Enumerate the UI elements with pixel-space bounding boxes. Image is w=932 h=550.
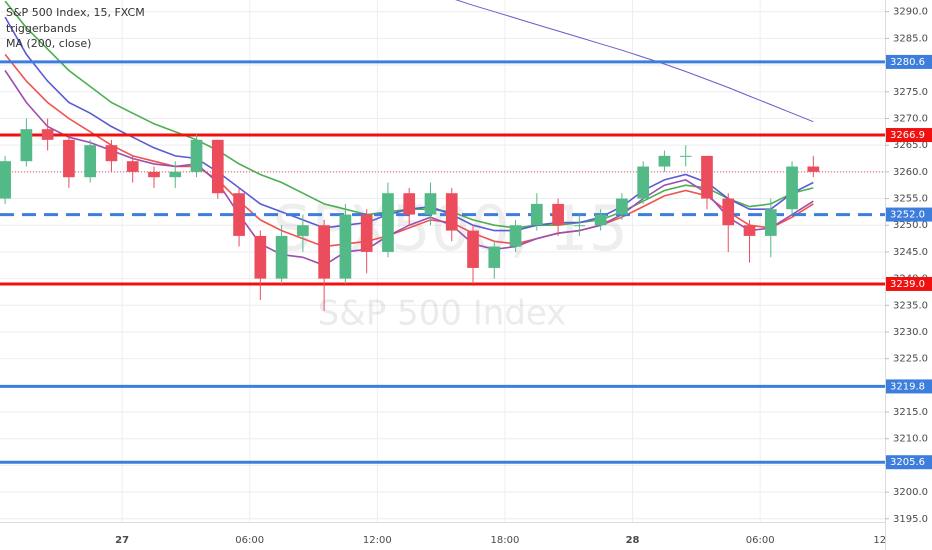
candle-body [20, 129, 33, 162]
chart-title[interactable]: S&P 500 Index, 15, FXCM [6, 6, 145, 19]
price-level-label: 3280.6 [890, 57, 925, 68]
candle-body [573, 225, 586, 227]
y-tick-label: 3230.0 [893, 327, 928, 338]
indicator-line [4, 53, 814, 248]
x-tick-label: 06:00 [746, 535, 775, 546]
legend-entry[interactable]: triggerbands [6, 22, 77, 35]
y-tick-label: 3275.0 [893, 87, 928, 98]
y-tick-label: 3255.0 [893, 194, 928, 205]
y-tick-label: 3290.0 [893, 7, 928, 18]
candle-body [63, 139, 75, 178]
candle-body [403, 193, 416, 215]
y-tick-label: 3210.0 [893, 434, 928, 445]
candle-body [382, 193, 394, 252]
candle-body [616, 198, 628, 215]
candle-body [807, 166, 820, 172]
candle-body [594, 214, 607, 226]
price-level-tag [886, 379, 932, 394]
price-level-label: 3266.9 [890, 130, 925, 141]
y-tick-label: 3200.0 [893, 487, 928, 498]
candle-body [297, 225, 309, 236]
candle-body [509, 225, 522, 247]
candle-body [0, 161, 11, 199]
price-level-label: 3252.0 [890, 210, 925, 221]
price-level-tag [886, 128, 932, 143]
candle-body [743, 225, 756, 236]
price-level-label: 3219.8 [890, 381, 925, 392]
candle-body [786, 166, 798, 210]
candle-body [552, 203, 564, 226]
candle-body [701, 155, 713, 199]
candle-body [254, 235, 267, 279]
candle-body [126, 161, 139, 172]
candle-body [84, 145, 97, 178]
x-tick-label: 18:00 [491, 535, 520, 546]
y-tick-label: 3260.0 [893, 167, 928, 178]
x-tick-label: 28 [626, 535, 640, 546]
axes: 3195.03200.03205.03210.03215.03220.03225… [115, 7, 932, 546]
x-tick-label: 12:00 [363, 535, 392, 546]
y-tick-label: 3225.0 [893, 354, 928, 365]
price-level-tag [886, 207, 932, 222]
candle-body [445, 193, 458, 231]
candle-body [764, 209, 777, 236]
x-tick-label: 12 [873, 535, 886, 546]
y-tick-label: 3250.0 [893, 220, 928, 231]
candle-body [637, 166, 650, 199]
candle-body [233, 193, 245, 236]
candle-body [530, 203, 543, 226]
y-tick-label: 3215.0 [893, 407, 928, 418]
y-tick-label: 3285.0 [893, 33, 928, 44]
candle-body [722, 198, 735, 226]
y-tick-label: 3195.0 [893, 514, 928, 525]
candle-body [679, 155, 692, 157]
candle-body [318, 225, 330, 279]
candle-body [169, 171, 182, 178]
indicator-line [455, 0, 814, 123]
candle-body [467, 230, 479, 268]
x-tick-label: 06:00 [235, 535, 264, 546]
candle-body [424, 193, 437, 215]
candle-body [105, 145, 118, 162]
price-level-tag [886, 455, 932, 470]
candle-body [339, 214, 352, 279]
candle-body [488, 246, 501, 268]
plot-area [0, 0, 885, 464]
y-tick-label: 3265.0 [893, 140, 928, 151]
candle-body [211, 139, 224, 194]
x-tick-label: 27 [115, 535, 129, 546]
price-level-tag [886, 276, 932, 291]
y-tick-label: 3270.0 [893, 113, 928, 124]
legend-entry[interactable]: MA (200, close) [6, 37, 91, 50]
watermark-subtitle: S&P 500 Index [318, 294, 567, 334]
price-level-label: 3239.0 [890, 279, 925, 290]
candle-body [148, 171, 160, 178]
candle-body [190, 139, 203, 172]
price-level-label: 3205.6 [890, 457, 925, 468]
price-level-tag [886, 54, 932, 69]
candle-body [275, 235, 288, 279]
y-tick-label: 3245.0 [893, 247, 928, 258]
candle-body [360, 214, 373, 252]
candle-body [41, 129, 54, 140]
y-tick-label: 3235.0 [893, 300, 928, 311]
candle-body [658, 155, 671, 167]
